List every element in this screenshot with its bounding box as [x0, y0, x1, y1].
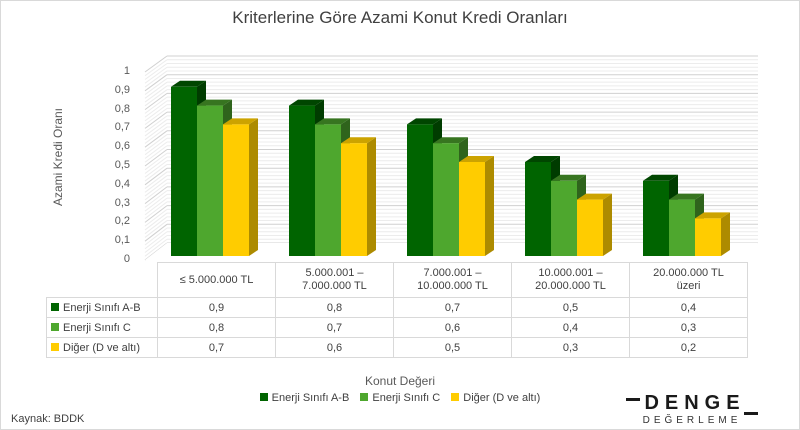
bar [695, 218, 721, 256]
table-cell: 0,5 [511, 297, 630, 318]
table-cell: 0,7 [157, 337, 276, 358]
table-cell: 0,8 [275, 297, 394, 318]
category-label: 20.000.000 TL [535, 280, 606, 292]
data-table: ≤ 5.000.000 TL 5.000.001 –7.000.000 TL 7… [46, 262, 748, 358]
y-tick-label: 0,1 [114, 234, 130, 247]
bar [315, 124, 341, 257]
category-header: ≤ 5.000.000 TL [157, 262, 276, 298]
y-tick-label: 0,9 [114, 83, 130, 96]
table-cell: 0,9 [157, 297, 276, 318]
table-cell: 0,3 [629, 317, 748, 338]
x-axis-label: Konut Değeri [364, 374, 436, 388]
table-cell: 0,4 [511, 317, 630, 338]
bar [341, 143, 367, 256]
y-tick-label: 0,3 [114, 196, 130, 209]
y-tick-label: 0,6 [114, 140, 130, 153]
logo-dash-icon [743, 412, 758, 415]
bar [551, 180, 577, 256]
series-label: Diğer (D ve altı) [46, 337, 158, 358]
data-table-corner [47, 263, 158, 298]
y-tick-label: 1 [123, 65, 130, 77]
y-tick-label: 0,2 [114, 215, 130, 228]
table-cell: 0,6 [393, 317, 512, 338]
data-table-row: Diğer (D ve altı) 0,7 0,6 0,5 0,3 0,2 [46, 337, 748, 358]
table-cell: 0,7 [393, 297, 512, 318]
table-cell: 0,7 [275, 317, 394, 338]
series-name: Enerji Sınıfı A-B [63, 301, 141, 314]
series-label: Enerji Sınıfı A-B [46, 297, 158, 318]
category-label: 5.000.001 – [305, 267, 364, 279]
y-tick-label: 0,8 [114, 102, 130, 115]
category-header: 20.000.000 TL üzeri [629, 262, 748, 298]
bar [171, 86, 197, 256]
legend: Enerji Sınıfı A-B Enerji Sınıfı C Diğer … [0, 392, 800, 404]
legend-item: Enerji Sınıfı C [360, 392, 440, 404]
legend-item: Enerji Sınıfı A-B [259, 392, 350, 404]
table-cell: 0,3 [511, 337, 630, 358]
y-tick-label: 0,7 [114, 121, 130, 134]
table-cell: 0,6 [275, 337, 394, 358]
bar [197, 105, 223, 256]
category-label: 20.000.000 TL [653, 267, 724, 279]
bar [577, 199, 603, 256]
category-label: 10.000.000 TL [417, 280, 488, 292]
category-header: 5.000.001 –7.000.000 TL [275, 262, 394, 298]
table-cell: 0,4 [629, 297, 748, 318]
legend-item: Diğer (D ve altı) [451, 392, 540, 404]
bar [643, 180, 669, 256]
legend-key-icon [360, 393, 369, 401]
bar [459, 162, 485, 256]
category-label: üzeri [676, 280, 701, 292]
chart-title: Kriterlerine Göre Azami Konut Kredi Oran… [232, 8, 568, 27]
data-table-row: Enerji Sınıfı A-B 0,9 0,8 0,7 0,5 0,4 [46, 297, 748, 318]
bar [669, 199, 695, 256]
legend-key-icon [51, 322, 59, 331]
legend-label: Enerji Sınıfı A-B [271, 392, 350, 404]
category-header: 10.000.001 –20.000.000 TL [511, 262, 630, 298]
y-tick-label: 0,5 [114, 159, 130, 171]
legend-key-icon [259, 393, 268, 401]
category-label: 10.000.001 – [538, 267, 603, 279]
data-table-row: Enerji Sınıfı C 0,8 0,7 0,6 0,4 0,3 [46, 317, 748, 338]
legend-key-icon [51, 302, 59, 311]
category-header: 7.000.001 –10.000.000 TL [393, 262, 512, 298]
y-tick-label: 0,4 [114, 177, 130, 190]
series-name: Enerji Sınıfı C [63, 321, 131, 334]
logo-dash-icon [626, 398, 641, 401]
bar [525, 162, 551, 256]
legend-label: Diğer (D ve altı) [463, 392, 541, 404]
series-label: Enerji Sınıfı C [46, 317, 158, 338]
table-cell: 0,8 [157, 317, 276, 338]
logo-subtitle: DEĞERLEME [642, 415, 742, 426]
legend-key-icon [451, 393, 460, 401]
category-label: 7.000.001 – [423, 267, 482, 279]
table-cell: 0,5 [393, 337, 512, 358]
logo-main-text: DENGE [644, 392, 746, 414]
category-label: 7.000.000 TL [302, 280, 367, 292]
bar [407, 124, 433, 257]
brand-logo: DENGE DEĞERLEME [622, 392, 762, 426]
logo-wordmark: DENGE [622, 392, 762, 415]
y-tick-label: 0 [123, 253, 130, 265]
series-name: Diğer (D ve altı) [63, 341, 141, 354]
category-label: ≤ 5.000.000 TL [179, 273, 254, 286]
bar [433, 143, 459, 256]
legend-label: Enerji Sınıfı C [372, 392, 441, 404]
legend-key-icon [51, 342, 59, 351]
source-note: Kaynak: BDDK [11, 413, 85, 425]
bar [223, 124, 249, 257]
table-cell: 0,2 [629, 337, 748, 358]
data-table-header-row: ≤ 5.000.000 TL 5.000.001 –7.000.000 TL 7… [47, 262, 748, 298]
bar [289, 105, 315, 256]
